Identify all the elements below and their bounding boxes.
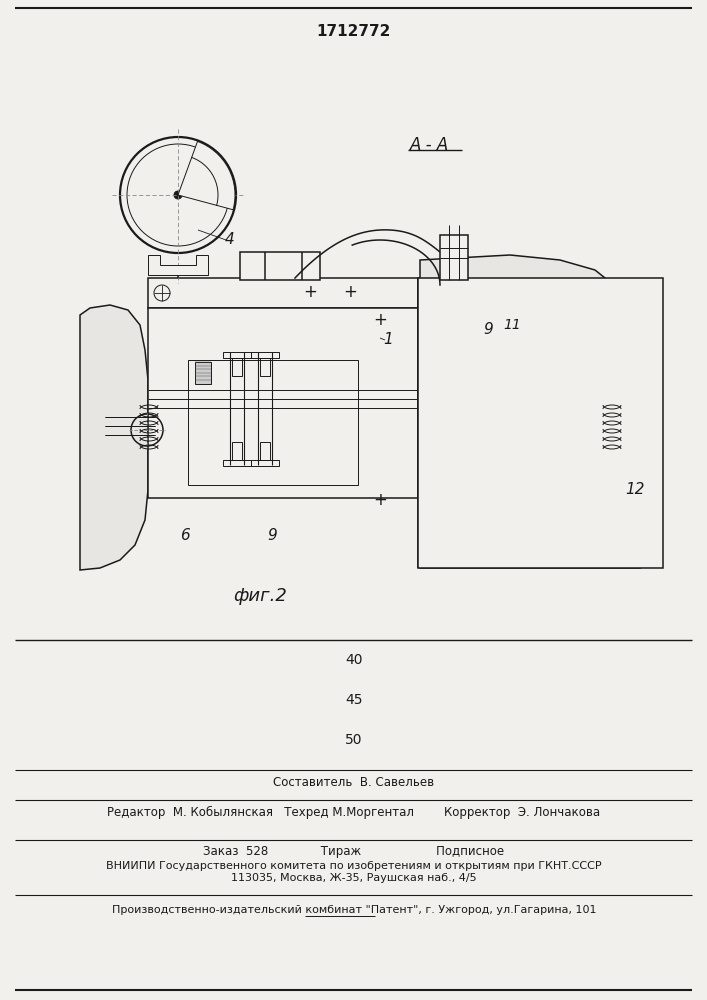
Bar xyxy=(475,460,499,466)
Text: 1712772: 1712772 xyxy=(317,24,391,39)
Bar xyxy=(460,352,484,358)
Bar xyxy=(232,442,242,460)
Text: 50: 50 xyxy=(345,733,363,747)
Bar xyxy=(260,358,270,376)
Polygon shape xyxy=(80,305,148,570)
Bar xyxy=(483,442,491,460)
Bar xyxy=(223,352,251,358)
Bar xyxy=(223,460,251,466)
Bar xyxy=(440,235,468,280)
Wedge shape xyxy=(178,141,235,210)
Text: 1: 1 xyxy=(383,332,393,348)
Text: 113035, Москва, Ж-35, Раушская наб., 4/5: 113035, Москва, Ж-35, Раушская наб., 4/5 xyxy=(231,873,477,883)
Text: +: + xyxy=(303,283,317,301)
Text: 45: 45 xyxy=(345,693,363,707)
Text: Составитель  В. Савельев: Составитель В. Савельев xyxy=(274,776,435,788)
Text: фиг.2: фиг.2 xyxy=(233,587,287,605)
Bar xyxy=(475,352,499,358)
Text: 4: 4 xyxy=(225,232,235,247)
Text: 9: 9 xyxy=(483,322,493,338)
Bar xyxy=(195,362,211,384)
Text: +: + xyxy=(343,283,357,301)
Text: 12: 12 xyxy=(625,483,645,497)
Bar xyxy=(418,278,663,568)
Bar xyxy=(468,358,476,376)
Bar xyxy=(432,360,582,485)
Bar xyxy=(251,460,279,466)
Text: +: + xyxy=(373,491,387,509)
Bar xyxy=(148,278,418,308)
Bar xyxy=(232,358,242,376)
Text: Производственно-издательский комбинат "Патент", г. Ужгород, ул.Гагарина, 101: Производственно-издательский комбинат "П… xyxy=(112,905,596,915)
Bar xyxy=(260,442,270,460)
Bar xyxy=(240,252,320,280)
Text: 40: 40 xyxy=(345,653,363,667)
Bar xyxy=(468,442,476,460)
Bar xyxy=(483,358,491,376)
Bar xyxy=(148,308,418,498)
Text: 11: 11 xyxy=(503,318,521,332)
Text: Редактор  М. Кобылянская   Техред М.Моргентал        Корректор  Э. Лончакова: Редактор М. Кобылянская Техред М.Моргент… xyxy=(107,805,600,819)
Polygon shape xyxy=(420,255,660,568)
Text: 6: 6 xyxy=(180,528,190,542)
Text: 9: 9 xyxy=(267,528,277,542)
Polygon shape xyxy=(148,255,208,275)
Text: Заказ  528              Тираж                    Подписное: Заказ 528 Тираж Подписное xyxy=(204,846,505,858)
Text: ВНИИПИ Государственного комитета по изобретениям и открытиям при ГКНТ.СССР: ВНИИПИ Государственного комитета по изоб… xyxy=(106,861,602,871)
Bar xyxy=(251,352,279,358)
Text: А - А: А - А xyxy=(410,136,450,154)
Bar xyxy=(460,460,484,466)
Circle shape xyxy=(174,191,182,199)
Bar xyxy=(188,360,358,485)
Text: +: + xyxy=(373,311,387,329)
